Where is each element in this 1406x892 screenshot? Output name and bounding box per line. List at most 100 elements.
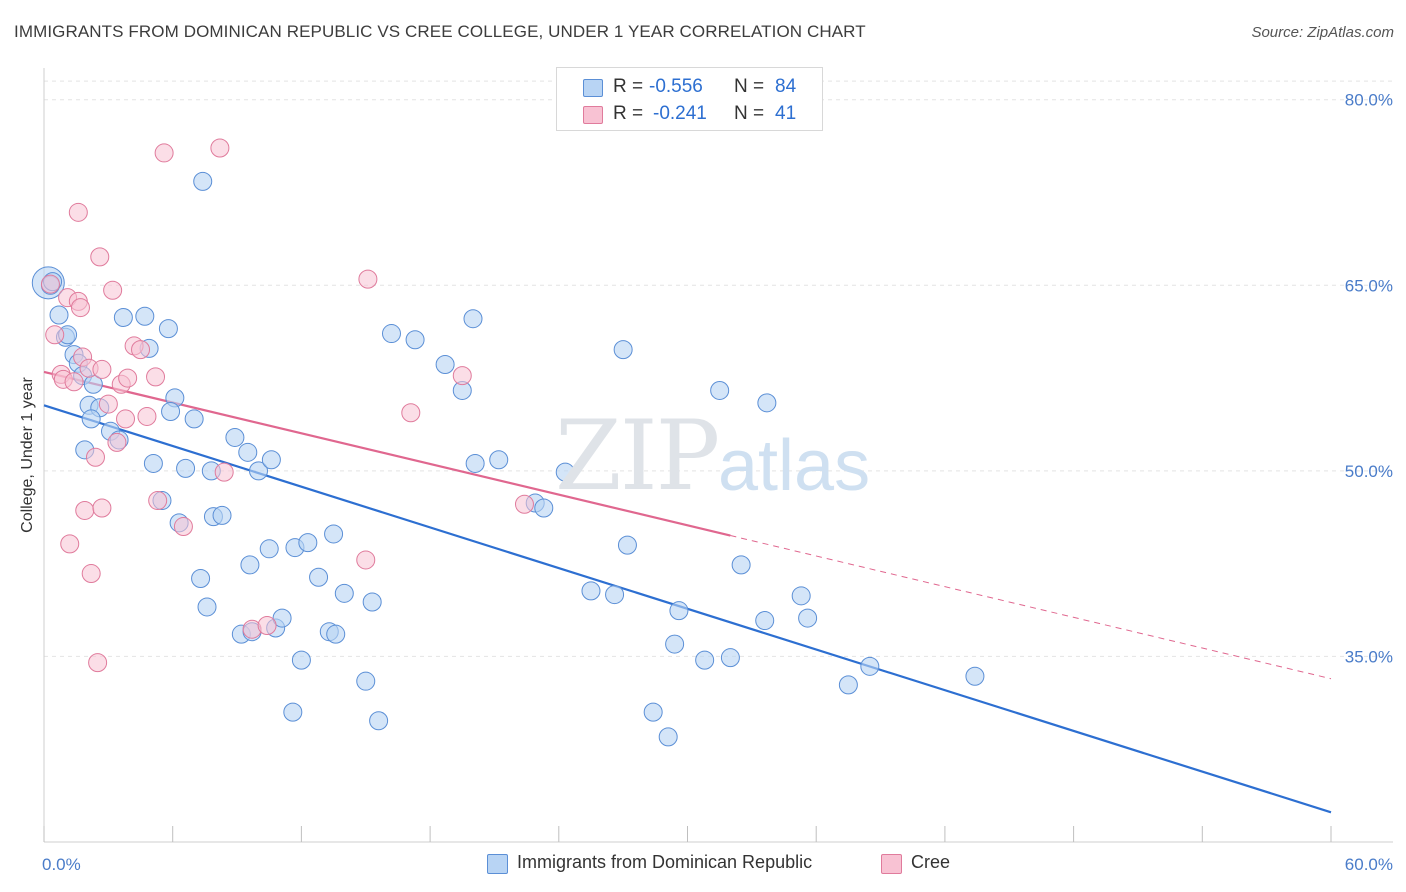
legend-n-label: N = bbox=[734, 103, 765, 124]
point-dominican bbox=[369, 711, 389, 731]
point-dominican bbox=[135, 306, 155, 326]
point-cree bbox=[452, 366, 472, 386]
point-cree bbox=[45, 325, 65, 345]
legend-r-label: R = bbox=[613, 103, 644, 124]
point-cree bbox=[401, 403, 421, 423]
point-dominican bbox=[326, 624, 346, 644]
legend-swatch-pink bbox=[583, 106, 603, 124]
trend-line-cree bbox=[43, 370, 731, 537]
point-dominican bbox=[669, 601, 689, 621]
trend-line-cree-extension bbox=[730, 535, 1332, 680]
point-dominican bbox=[665, 634, 685, 654]
series-cree-points bbox=[40, 138, 534, 673]
point-dominican bbox=[658, 727, 678, 747]
point-dominican bbox=[272, 608, 292, 628]
point-dominican bbox=[249, 461, 268, 481]
legend-n-label: N = bbox=[734, 76, 765, 97]
point-dominican bbox=[581, 581, 601, 601]
point-cree bbox=[148, 491, 168, 511]
point-cree bbox=[85, 447, 105, 467]
x-tick-label-max: 60.0% bbox=[1345, 855, 1393, 874]
point-cree bbox=[116, 409, 136, 429]
point-dominican bbox=[965, 666, 985, 686]
point-dominican bbox=[356, 671, 376, 691]
point-cree bbox=[173, 517, 193, 537]
point-dominican bbox=[463, 309, 483, 329]
legend-r-value: -0.556 bbox=[649, 76, 703, 97]
point-dominican bbox=[798, 608, 818, 628]
y-tick-label: 65.0% bbox=[1345, 276, 1393, 295]
point-dominican bbox=[838, 675, 858, 695]
point-cree bbox=[103, 280, 123, 300]
point-dominican bbox=[405, 330, 425, 350]
legend-swatch-pink bbox=[881, 854, 902, 874]
tick-labels: 35.0% 50.0% 65.0% 80.0% 0.0% 60.0% bbox=[42, 91, 1393, 874]
point-cree bbox=[137, 406, 157, 426]
point-dominican bbox=[309, 567, 329, 587]
point-cree bbox=[90, 247, 110, 267]
point-dominican bbox=[334, 583, 354, 603]
point-dominican bbox=[298, 533, 318, 553]
point-dominican bbox=[695, 650, 715, 670]
point-cree bbox=[146, 367, 166, 387]
watermark-zip: ZIP bbox=[555, 400, 720, 512]
legend-r-label: R = bbox=[613, 76, 644, 97]
point-cree bbox=[514, 494, 534, 514]
point-dominican bbox=[362, 592, 382, 612]
y-tick-label: 50.0% bbox=[1345, 462, 1393, 481]
point-dominican bbox=[617, 535, 637, 555]
point-dominican bbox=[283, 702, 303, 722]
point-dominican bbox=[184, 409, 204, 429]
legend-label-cree: Cree bbox=[911, 852, 951, 872]
legend-row-dominican: R = -0.556 N = 84 bbox=[557, 73, 822, 101]
point-cree bbox=[70, 298, 90, 318]
point-cree bbox=[358, 269, 378, 289]
point-cree bbox=[81, 564, 101, 584]
legend-r-value: -0.241 bbox=[653, 103, 707, 124]
point-cree bbox=[88, 653, 108, 673]
point-cree bbox=[356, 550, 376, 570]
point-dominican bbox=[489, 450, 509, 470]
point-dominican bbox=[225, 427, 245, 447]
point-cree bbox=[107, 432, 127, 452]
point-cree bbox=[64, 372, 84, 392]
point-cree bbox=[92, 498, 112, 518]
point-dominican bbox=[176, 458, 196, 478]
point-dominican bbox=[259, 539, 279, 559]
point-cree bbox=[98, 394, 118, 414]
y-tick-label: 35.0% bbox=[1345, 647, 1393, 666]
legend-row-cree: R = -0.241 N = 41 bbox=[557, 100, 822, 128]
point-dominican bbox=[238, 442, 258, 462]
point-dominican bbox=[710, 380, 730, 400]
point-dominican bbox=[534, 498, 554, 518]
legend-n-value: 84 bbox=[775, 76, 797, 97]
point-dominican bbox=[860, 656, 880, 676]
point-dominican bbox=[381, 324, 401, 344]
point-dominican bbox=[613, 340, 633, 360]
chart-title: IMMIGRANTS FROM DOMINICAN REPUBLIC VS CR… bbox=[14, 22, 866, 41]
point-dominican bbox=[212, 505, 232, 525]
point-dominican bbox=[193, 171, 213, 191]
point-dominican bbox=[291, 650, 311, 670]
point-cree bbox=[214, 462, 234, 482]
point-dominican bbox=[791, 586, 811, 606]
point-dominican bbox=[158, 319, 178, 339]
point-cree bbox=[154, 143, 174, 163]
legend-swatch-blue bbox=[487, 854, 508, 874]
point-cree bbox=[68, 202, 88, 222]
point-cree bbox=[60, 534, 80, 554]
legend-label-dominican: Immigrants from Dominican Republic bbox=[517, 852, 813, 872]
point-dominican bbox=[755, 611, 775, 631]
point-cree bbox=[131, 340, 151, 360]
point-dominican bbox=[240, 555, 260, 575]
point-dominican bbox=[197, 597, 217, 617]
point-dominican bbox=[324, 524, 344, 544]
point-dominican bbox=[261, 450, 281, 470]
axes bbox=[43, 68, 1393, 843]
point-cree bbox=[92, 359, 112, 379]
watermark-atlas: atlas bbox=[718, 426, 871, 506]
y-axis-label: College, Under 1 year bbox=[19, 377, 36, 533]
legend-swatch-blue bbox=[583, 79, 603, 97]
point-cree bbox=[118, 368, 138, 388]
point-cree bbox=[75, 500, 95, 520]
